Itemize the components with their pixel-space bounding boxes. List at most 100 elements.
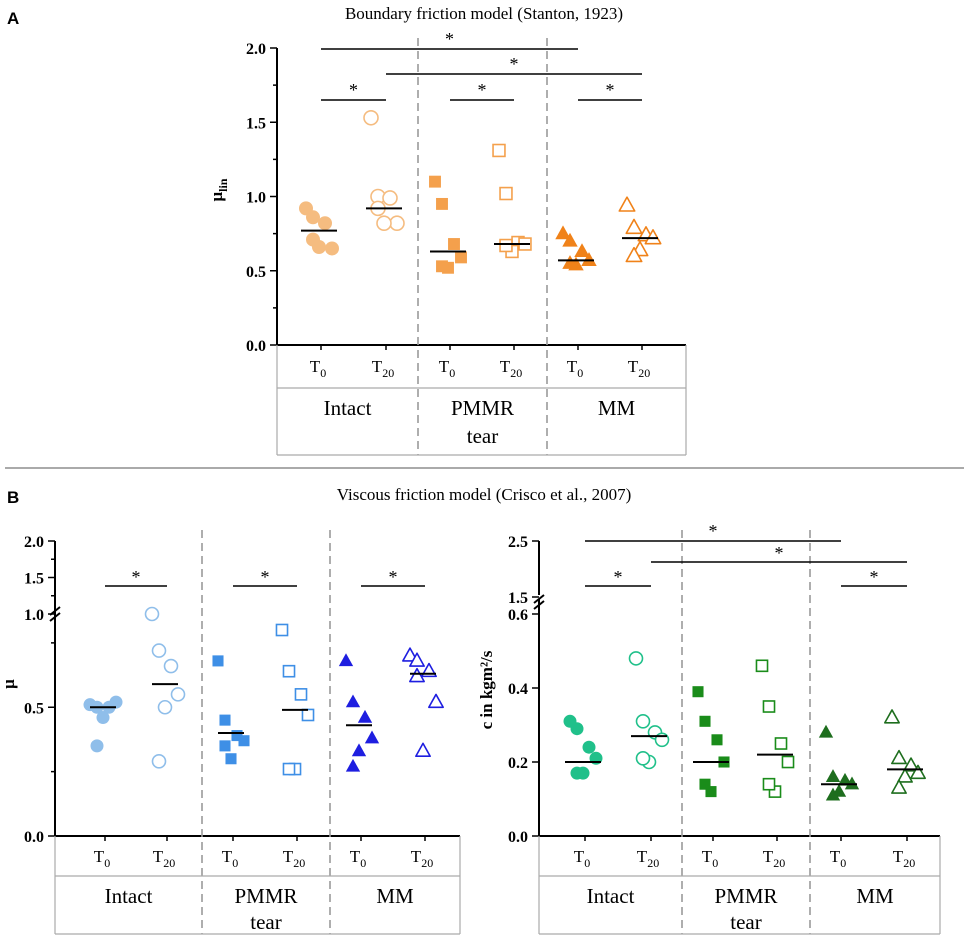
data-point	[338, 653, 354, 667]
data-point	[409, 652, 425, 667]
series-intact-t20	[144, 606, 186, 769]
data-point	[825, 769, 841, 782]
series-mm-t0	[818, 724, 860, 801]
data-point	[837, 772, 853, 786]
time-label-subscript: 0	[584, 856, 590, 870]
time-label-base: T	[637, 847, 648, 866]
significance-star: *	[349, 80, 358, 100]
time-label-subscript: 0	[104, 856, 110, 870]
group-label-line2: tear	[730, 910, 761, 934]
series-pmmr-tear-t20	[275, 623, 315, 776]
time-label-base: T	[628, 357, 639, 376]
data-point	[492, 143, 506, 158]
data-point	[282, 762, 296, 776]
panel-a-letter: A	[7, 9, 19, 28]
y-tick-label: 1.0	[246, 190, 266, 207]
significance-star: *	[775, 543, 784, 563]
time-label-subscript: 20	[293, 856, 305, 870]
time-label-base: T	[763, 847, 774, 866]
data-point	[389, 215, 405, 232]
data-point	[699, 778, 711, 790]
y-tick-label: 0.6	[508, 607, 528, 624]
time-label: T0	[222, 847, 238, 870]
data-point	[891, 779, 907, 794]
time-label-subscript: 20	[510, 366, 522, 380]
time-label: T0	[702, 847, 718, 870]
data-point	[499, 186, 513, 201]
data-point	[225, 753, 237, 765]
data-point	[429, 175, 441, 188]
time-label-subscript: 20	[638, 366, 650, 380]
data-point	[219, 740, 231, 752]
group-label: MM	[376, 884, 414, 908]
y-tick-label: 0.0	[246, 338, 266, 355]
y-tick-label: 2.0	[246, 41, 266, 58]
series-mm-t0	[555, 225, 597, 271]
time-label: T20	[763, 847, 785, 870]
y-tick-label: 2.5	[508, 534, 528, 551]
time-label-base: T	[372, 357, 383, 376]
axis-break-mark	[49, 612, 61, 622]
data-point	[219, 714, 231, 726]
series-intact-t0	[299, 201, 339, 256]
data-point	[275, 623, 289, 637]
data-point	[163, 658, 179, 674]
data-point	[581, 252, 597, 266]
group-label-line2: tear	[250, 910, 281, 934]
data-point	[884, 709, 900, 724]
data-point	[170, 687, 186, 702]
data-point	[818, 724, 834, 738]
panel-b-title: Viscous friction model (Crisco et al., 2…	[337, 485, 632, 504]
data-point	[774, 737, 788, 750]
group-label: Intact	[105, 884, 153, 908]
time-label-subscript: 20	[773, 856, 785, 870]
y-axis-label-base: μ	[0, 679, 18, 689]
data-point	[364, 730, 380, 744]
time-label-subscript: 20	[647, 856, 659, 870]
y-tick-label: 0.4	[508, 681, 528, 698]
time-label: T0	[567, 357, 583, 380]
significance-star: *	[261, 567, 270, 587]
data-point	[448, 238, 460, 250]
time-label-subscript: 20	[163, 856, 175, 870]
data-point	[781, 755, 795, 769]
data-point	[574, 243, 590, 258]
series-intact-t20	[363, 109, 405, 232]
time-label-base: T	[310, 357, 321, 376]
significance-star: *	[478, 80, 487, 100]
time-label-subscript: 20	[421, 856, 433, 870]
data-point	[96, 711, 110, 725]
y-tick-label: 2.0	[24, 534, 44, 551]
series-intact-t0	[83, 695, 123, 753]
data-point	[903, 757, 919, 772]
y-axis-label: c in kgm²/s	[477, 650, 496, 729]
data-point	[644, 229, 662, 245]
series-mm-t20	[402, 647, 444, 758]
data-point	[555, 225, 571, 240]
data-point	[363, 109, 379, 126]
group-label: MM	[856, 884, 894, 908]
data-point	[109, 695, 123, 709]
y-tick-label: 1.5	[24, 571, 44, 588]
data-point	[499, 238, 513, 253]
data-point	[455, 251, 467, 264]
time-label: T20	[411, 847, 433, 870]
y-axis-label-base: μ	[207, 191, 226, 201]
time-label-subscript: 0	[449, 366, 455, 380]
significance-star: *	[510, 54, 519, 74]
significance-star: *	[606, 80, 615, 100]
data-point	[409, 667, 425, 683]
data-point	[910, 764, 926, 780]
time-label-subscript: 0	[360, 856, 366, 870]
data-point	[436, 260, 448, 273]
series-pmmr-tear-t20	[755, 659, 795, 798]
y-tick-label: 1.0	[24, 607, 44, 624]
y-tick-label: 1.5	[246, 115, 266, 132]
y-tick-label: 0.5	[24, 700, 44, 717]
series-mm-t0	[338, 653, 380, 772]
data-point	[618, 196, 636, 212]
y-tick-label: 0.5	[246, 264, 266, 281]
group-label-line2: tear	[467, 424, 498, 448]
data-point	[238, 735, 250, 747]
